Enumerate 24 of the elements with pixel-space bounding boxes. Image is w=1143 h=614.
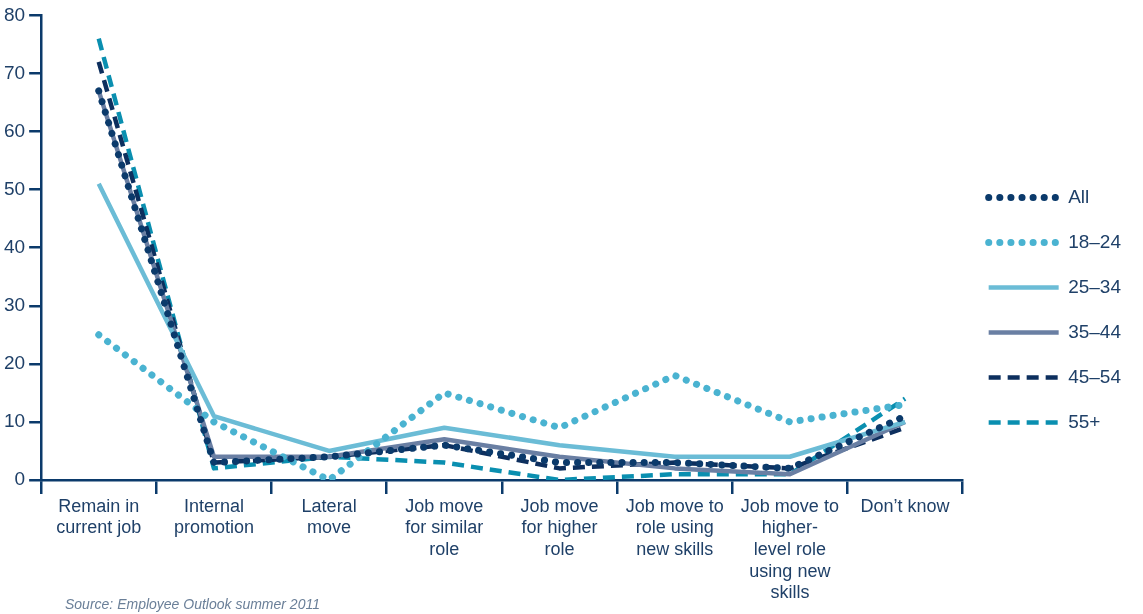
y-tick-label: 70 — [3, 61, 26, 83]
y-tick-label: 10 — [3, 410, 26, 432]
legend-label: 45–54 — [1068, 365, 1122, 387]
y-tick-label: 60 — [3, 119, 26, 141]
legend-label: 25–34 — [1068, 275, 1122, 297]
legend-label: 18–24 — [1068, 230, 1122, 252]
x-tick-label: Don’t know — [860, 495, 951, 516]
y-tick-label: 0 — [14, 468, 26, 490]
x-tick-label: Lateral move — [301, 495, 357, 538]
y-tick-label: 20 — [3, 352, 26, 374]
y-tick-label: 50 — [3, 177, 26, 199]
x-tick-label: Internal promotion — [173, 495, 254, 538]
x-tick-label: Remain in current job — [56, 495, 142, 538]
x-tick-label: Job move to higher-level role using new skills — [740, 495, 839, 603]
legend-label: 35–44 — [1068, 320, 1122, 342]
x-tick-label: Job move for similar role — [405, 495, 484, 559]
source-note: Source: Employee Outlook summer 2011 — [65, 595, 320, 612]
y-tick-label: 80 — [3, 3, 26, 25]
y-tick-label: 30 — [3, 294, 26, 316]
y-tick-label: 40 — [3, 235, 26, 257]
x-tick-label: Job move for higher role — [520, 495, 599, 559]
legend-label: All — [1068, 185, 1090, 207]
x-tick-label: Job move to role using new skills — [625, 495, 724, 559]
legend-label: 55+ — [1068, 410, 1101, 432]
